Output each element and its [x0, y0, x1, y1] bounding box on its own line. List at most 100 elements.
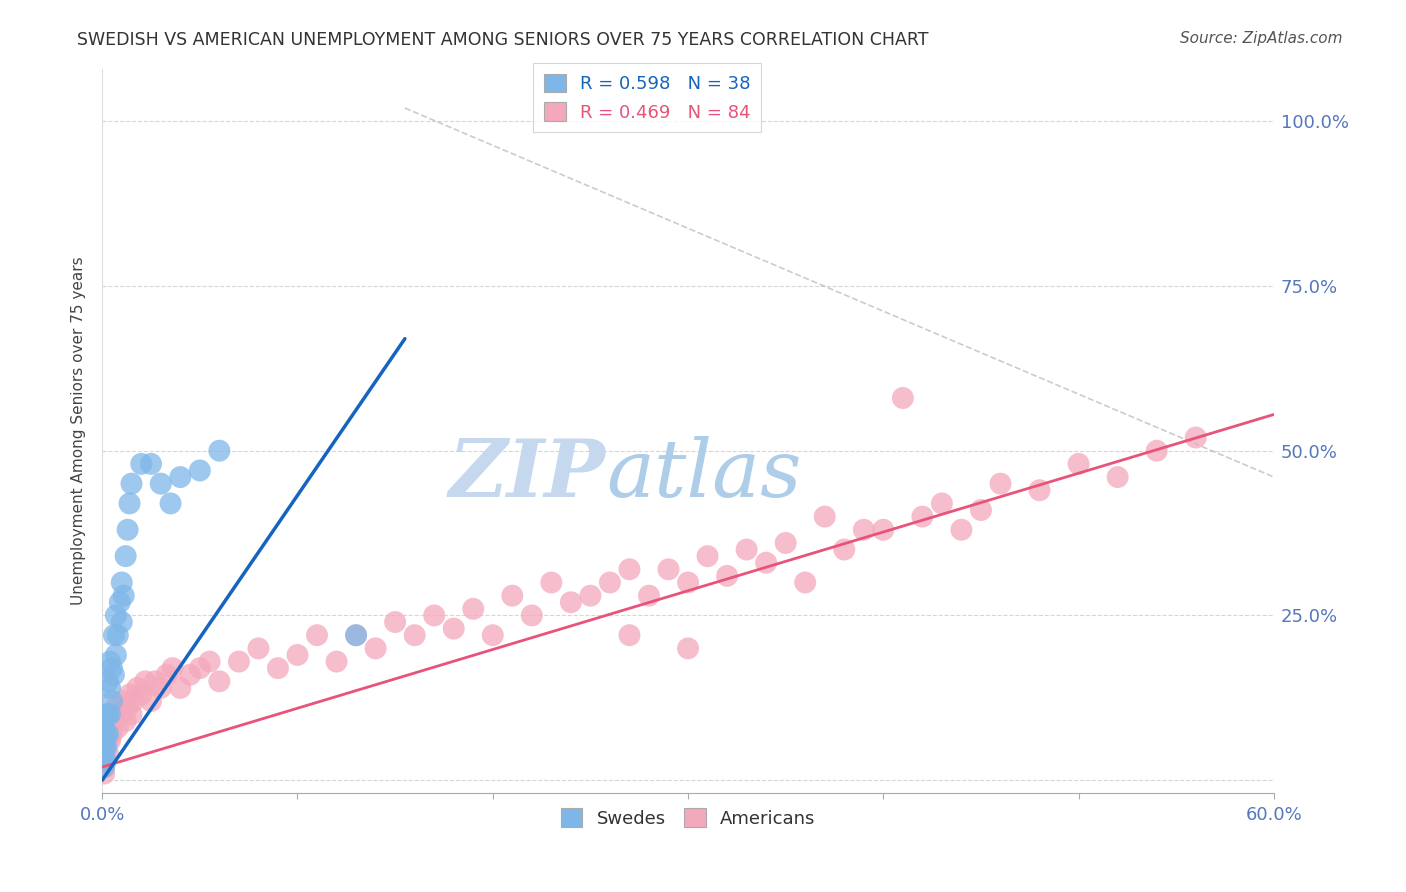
- Point: [560, 595, 582, 609]
- Point: [443, 622, 465, 636]
- Point: [267, 661, 290, 675]
- Point: [103, 667, 125, 681]
- Point: [179, 667, 201, 681]
- Point: [111, 707, 134, 722]
- Point: [579, 589, 602, 603]
- Point: [149, 681, 172, 695]
- Point: [93, 747, 115, 761]
- Point: [129, 688, 152, 702]
- Point: [169, 470, 191, 484]
- Point: [139, 694, 162, 708]
- Point: [188, 661, 211, 675]
- Point: [98, 733, 121, 747]
- Point: [98, 707, 121, 722]
- Point: [364, 641, 387, 656]
- Point: [108, 595, 131, 609]
- Point: [112, 589, 135, 603]
- Point: [287, 648, 309, 662]
- Point: [696, 549, 718, 563]
- Point: [657, 562, 679, 576]
- Text: ZIP: ZIP: [449, 435, 606, 513]
- Point: [93, 760, 115, 774]
- Point: [93, 753, 115, 767]
- Point: [344, 628, 367, 642]
- Point: [97, 714, 120, 728]
- Point: [638, 589, 661, 603]
- Point: [735, 542, 758, 557]
- Point: [94, 707, 117, 722]
- Point: [98, 655, 121, 669]
- Point: [104, 648, 127, 662]
- Point: [97, 733, 120, 747]
- Point: [676, 575, 699, 590]
- Point: [139, 457, 162, 471]
- Point: [463, 602, 485, 616]
- Point: [122, 694, 145, 708]
- Point: [775, 536, 797, 550]
- Point: [97, 674, 120, 689]
- Point: [188, 463, 211, 477]
- Point: [111, 615, 134, 629]
- Point: [1028, 483, 1050, 498]
- Point: [814, 509, 837, 524]
- Point: [97, 727, 120, 741]
- Point: [118, 688, 141, 702]
- Point: [107, 721, 129, 735]
- Point: [1184, 430, 1206, 444]
- Point: [169, 681, 191, 695]
- Point: [990, 476, 1012, 491]
- Y-axis label: Unemployment Among Seniors over 75 years: Unemployment Among Seniors over 75 years: [72, 257, 86, 606]
- Point: [156, 667, 179, 681]
- Point: [344, 628, 367, 642]
- Point: [94, 727, 117, 741]
- Point: [247, 641, 270, 656]
- Point: [619, 628, 641, 642]
- Point: [794, 575, 817, 590]
- Point: [114, 714, 136, 728]
- Point: [1146, 443, 1168, 458]
- Point: [101, 694, 124, 708]
- Point: [94, 727, 117, 741]
- Point: [104, 608, 127, 623]
- Point: [93, 760, 115, 774]
- Point: [931, 496, 953, 510]
- Point: [98, 721, 121, 735]
- Text: atlas: atlas: [606, 435, 801, 513]
- Point: [94, 753, 117, 767]
- Point: [108, 707, 131, 722]
- Point: [305, 628, 328, 642]
- Point: [599, 575, 621, 590]
- Point: [93, 721, 115, 735]
- Point: [716, 569, 738, 583]
- Point: [852, 523, 875, 537]
- Point: [134, 674, 156, 689]
- Point: [117, 700, 139, 714]
- Point: [97, 747, 120, 761]
- Point: [384, 615, 406, 629]
- Point: [159, 496, 181, 510]
- Point: [619, 562, 641, 576]
- Point: [111, 575, 134, 590]
- Point: [93, 747, 115, 761]
- Legend: Swedes, Americans: Swedes, Americans: [554, 801, 823, 835]
- Point: [98, 681, 121, 695]
- Point: [501, 589, 523, 603]
- Point: [423, 608, 446, 623]
- Point: [97, 707, 120, 722]
- Point: [127, 681, 149, 695]
- Point: [872, 523, 894, 537]
- Point: [208, 443, 231, 458]
- Point: [129, 457, 152, 471]
- Point: [117, 523, 139, 537]
- Point: [104, 700, 127, 714]
- Point: [1067, 457, 1090, 471]
- Point: [114, 549, 136, 563]
- Point: [198, 655, 221, 669]
- Point: [101, 707, 124, 722]
- Text: Source: ZipAtlas.com: Source: ZipAtlas.com: [1180, 31, 1343, 46]
- Point: [481, 628, 503, 642]
- Point: [101, 661, 124, 675]
- Point: [1107, 470, 1129, 484]
- Point: [540, 575, 562, 590]
- Point: [93, 733, 115, 747]
